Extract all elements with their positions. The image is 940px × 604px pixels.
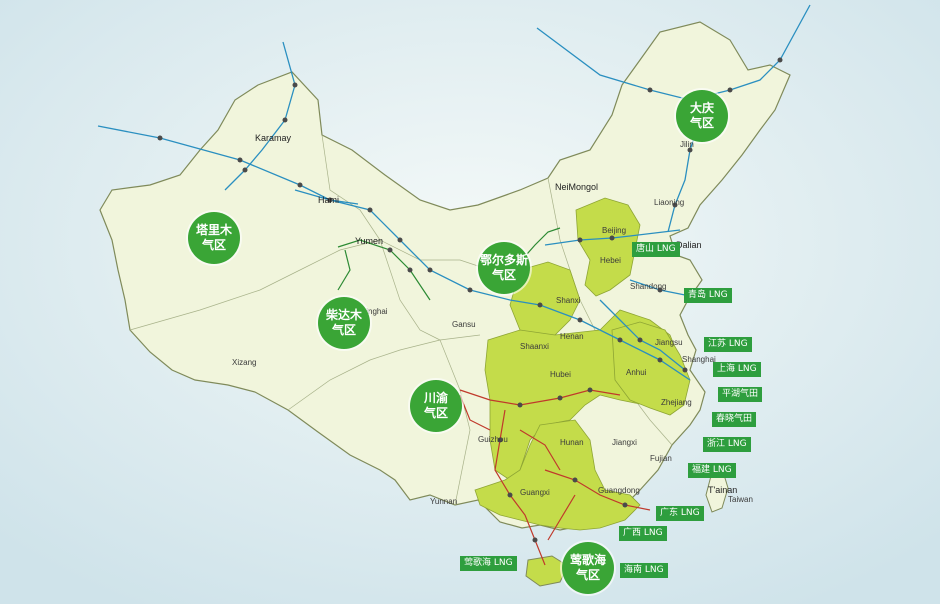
label-yumen: Yumen bbox=[355, 236, 384, 246]
label-shanghai: Shanghai bbox=[682, 355, 716, 364]
gas-region-suffix: 气区 bbox=[491, 268, 516, 282]
label-fujian: Fujian bbox=[650, 454, 672, 463]
label-gansu: Gansu bbox=[452, 320, 476, 329]
gas-region-suffix: 气区 bbox=[201, 238, 226, 252]
gas-region-name: 莺歌海 bbox=[569, 553, 606, 567]
gas-region-daqing: 大庆 气区 bbox=[676, 90, 728, 142]
lng-tag-hainan: 海南 LNG bbox=[620, 563, 668, 578]
label-henan: Henan bbox=[560, 332, 584, 341]
label-xizang: Xizang bbox=[232, 358, 257, 367]
label-guangdong: Guangdong bbox=[598, 486, 640, 495]
label-jiangsu: Jiangsu bbox=[655, 338, 683, 347]
gas-region-name: 柴达木 bbox=[325, 308, 362, 322]
label-guangxi: Guangxi bbox=[520, 488, 550, 497]
lng-tag-chunxiao: 春晓气田 bbox=[712, 412, 757, 427]
gas-region-name: 川渝 bbox=[423, 391, 448, 405]
hainan-island bbox=[525, 555, 569, 587]
gas-region-suffix: 气区 bbox=[575, 568, 600, 582]
label-jilin: Jilin bbox=[680, 140, 694, 149]
label-yunnan: Yunnan bbox=[430, 497, 458, 506]
label-anhui: Anhui bbox=[626, 368, 647, 377]
label-qinghai: Qinghai bbox=[360, 307, 388, 316]
shaanxi-shanxi-region bbox=[509, 261, 581, 341]
province-boundaries bbox=[129, 134, 673, 506]
lng-tag-yinggehai: 莺歌海 LNG bbox=[460, 556, 517, 571]
label-neimongol: NeiMongol bbox=[555, 182, 599, 192]
china-outline bbox=[99, 21, 791, 531]
label-shaanxi: Shaanxi bbox=[520, 342, 549, 351]
label-dalian: Dalian bbox=[676, 240, 702, 250]
label-shanxi: Shanxi bbox=[556, 296, 581, 305]
label-hebei: Hebei bbox=[600, 256, 621, 265]
gas-region-suffix: 气区 bbox=[689, 116, 714, 130]
lng-tag-pinghu: 平湖气田 bbox=[718, 387, 763, 402]
gas-region-qaidam: 柴达木 气区 bbox=[318, 297, 370, 349]
gas-region-ordos: 鄂尔多斯 气区 bbox=[478, 242, 530, 294]
gas-region-suffix: 气区 bbox=[331, 323, 356, 337]
lng-tag-tangshan: 唐山 LNG bbox=[632, 242, 680, 257]
label-hubei: Hubei bbox=[550, 370, 571, 379]
gas-region-yinggehai: 莺歌海 气区 bbox=[562, 542, 614, 594]
lng-tag-fujian: 福建 LNG bbox=[688, 463, 736, 478]
lng-tag-guangxi: 广西 LNG bbox=[619, 526, 667, 541]
label-guizhou: Guizhou bbox=[478, 435, 508, 444]
label-tainan: T'ainan bbox=[708, 485, 738, 495]
label-liaoning: Liaoning bbox=[654, 198, 685, 207]
label-hunan: Hunan bbox=[560, 438, 584, 447]
label-hami: Hami bbox=[318, 195, 340, 205]
gas-region-sichuan-chongqing: 川渝 气区 bbox=[410, 380, 462, 432]
pipeline-nodes bbox=[157, 57, 783, 543]
label-beijing: Beijing bbox=[602, 226, 627, 235]
label-shandong: Shandong bbox=[630, 282, 667, 291]
beijing-hebei-region bbox=[575, 197, 641, 297]
label-jiangxi: Jiangxi bbox=[612, 438, 637, 447]
lng-tag-jiangsu: 江苏 LNG bbox=[704, 337, 752, 352]
lng-tag-qingdao: 青岛 LNG bbox=[684, 288, 732, 303]
label-taiwan: Taiwan bbox=[728, 495, 753, 504]
gas-region-name: 塔里木 bbox=[195, 223, 232, 237]
lng-tag-zhejiang: 浙江 LNG bbox=[703, 437, 751, 452]
lng-tag-guangdong: 广东 LNG bbox=[656, 506, 704, 521]
gas-region-name: 鄂尔多斯 bbox=[479, 253, 528, 267]
gas-region-name: 大庆 bbox=[689, 101, 714, 115]
gas-region-suffix: 气区 bbox=[423, 406, 448, 420]
label-zhejiang: Zhejiang bbox=[661, 398, 692, 407]
label-karamay: Karamay bbox=[255, 133, 292, 143]
lng-tag-shanghai: 上海 LNG bbox=[713, 362, 761, 377]
gas-region-tarim: 塔里木 气区 bbox=[188, 212, 240, 264]
